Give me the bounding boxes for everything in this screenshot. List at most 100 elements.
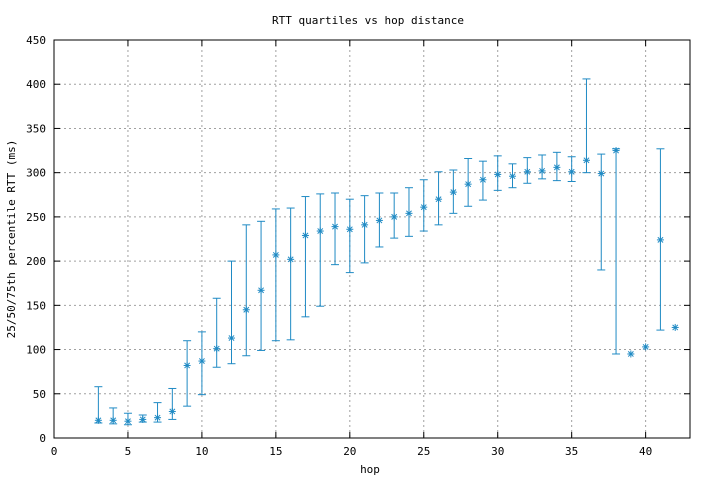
data-point-hop-41 xyxy=(656,148,665,331)
x-tick-label: 5 xyxy=(125,445,132,458)
y-tick-label: 300 xyxy=(26,167,46,180)
data-point-hop-40 xyxy=(642,343,650,351)
data-point-hop-14 xyxy=(257,220,266,351)
y-tick-label: 0 xyxy=(39,432,46,445)
x-tick-label: 30 xyxy=(491,445,504,458)
median-marker xyxy=(302,232,309,239)
x-tick-label: 0 xyxy=(51,445,58,458)
data-point-hop-22 xyxy=(375,192,384,248)
data-point-hop-24 xyxy=(404,187,413,237)
tick-labels: 0 50 100 150 200 250 300 350 400 450 0 5 10 15 20 25 30 3… xyxy=(26,34,652,458)
data-point-hop-29 xyxy=(478,160,487,201)
data-point-hop-34 xyxy=(552,151,561,182)
data-series xyxy=(94,78,679,426)
x-tick-label: 40 xyxy=(639,445,652,458)
data-point-hop-13 xyxy=(242,224,251,357)
data-point-hop-10 xyxy=(197,331,206,396)
y-tick-label: 150 xyxy=(26,299,46,312)
median-marker xyxy=(228,335,235,342)
data-point-hop-11 xyxy=(212,297,221,368)
median-marker xyxy=(376,217,383,224)
median-marker xyxy=(672,324,679,331)
data-point-hop-12 xyxy=(227,260,236,365)
median-marker xyxy=(124,418,131,425)
data-point-hop-42 xyxy=(671,323,679,331)
median-marker xyxy=(139,416,146,423)
median-marker xyxy=(642,343,649,350)
median-marker xyxy=(243,306,250,313)
data-point-hop-8 xyxy=(168,387,177,420)
data-point-hop-36 xyxy=(582,78,591,174)
median-marker xyxy=(435,196,442,203)
data-point-hop-32 xyxy=(523,157,532,184)
median-marker xyxy=(154,414,161,421)
median-marker xyxy=(95,417,102,424)
median-marker xyxy=(184,362,191,369)
median-marker xyxy=(391,213,398,220)
data-point-hop-5 xyxy=(123,412,132,426)
median-marker xyxy=(627,351,634,357)
median-marker xyxy=(420,204,427,211)
median-marker xyxy=(450,189,457,196)
data-point-hop-31 xyxy=(508,163,517,189)
data-point-hop-39 xyxy=(627,350,635,358)
data-point-hop-15 xyxy=(271,208,280,342)
data-point-hop-37 xyxy=(597,153,606,271)
data-point-hop-18 xyxy=(316,193,325,307)
y-tick-label: 200 xyxy=(26,255,46,268)
median-marker xyxy=(287,256,294,263)
y-tick-label: 50 xyxy=(33,388,46,401)
y-tick-label: 100 xyxy=(26,344,46,357)
median-marker xyxy=(657,236,664,243)
median-marker xyxy=(169,408,176,415)
data-point-hop-7 xyxy=(153,402,162,423)
median-marker xyxy=(272,251,279,258)
data-point-hop-16 xyxy=(286,207,295,341)
data-point-hop-20 xyxy=(345,198,354,274)
median-marker xyxy=(494,171,501,178)
data-point-hop-3 xyxy=(94,386,103,424)
median-marker xyxy=(553,164,560,171)
data-point-hop-17 xyxy=(301,196,310,318)
plot-frame xyxy=(53,39,691,439)
data-point-hop-19 xyxy=(331,192,340,266)
data-point-hop-30 xyxy=(493,155,502,191)
median-marker xyxy=(346,226,353,233)
median-marker xyxy=(465,181,472,188)
y-tick-label: 250 xyxy=(26,211,46,224)
y-tick-label: 350 xyxy=(26,122,46,135)
data-point-hop-21 xyxy=(360,195,369,264)
median-marker xyxy=(509,173,516,180)
median-marker xyxy=(613,147,620,154)
median-marker xyxy=(539,167,546,174)
median-marker xyxy=(406,210,412,217)
median-marker xyxy=(213,345,220,352)
median-marker xyxy=(258,287,265,294)
data-point-hop-4 xyxy=(109,407,118,425)
median-marker xyxy=(568,168,575,175)
x-tick-label: 20 xyxy=(343,445,356,458)
median-marker xyxy=(110,417,117,424)
median-marker xyxy=(317,228,324,234)
data-point-hop-6 xyxy=(138,414,147,423)
median-marker xyxy=(583,157,590,164)
median-marker xyxy=(598,170,605,177)
y-tick-label: 450 xyxy=(26,34,46,47)
data-point-hop-38 xyxy=(612,147,621,355)
y-tick-label: 400 xyxy=(26,78,46,91)
grid-lines xyxy=(54,40,690,438)
x-tick-label: 25 xyxy=(417,445,430,458)
median-marker xyxy=(361,221,368,228)
median-marker xyxy=(332,223,338,230)
data-point-hop-28 xyxy=(464,158,473,207)
data-point-hop-35 xyxy=(567,156,576,183)
x-tick-label: 15 xyxy=(269,445,282,458)
data-point-hop-9 xyxy=(183,340,192,407)
axis-ticks xyxy=(53,39,690,439)
data-point-hop-23 xyxy=(390,192,399,239)
median-marker xyxy=(198,358,205,365)
x-tick-label: 35 xyxy=(565,445,578,458)
data-point-hop-26 xyxy=(434,171,443,226)
chart-title: RTT quartiles vs hop distance xyxy=(272,14,464,27)
